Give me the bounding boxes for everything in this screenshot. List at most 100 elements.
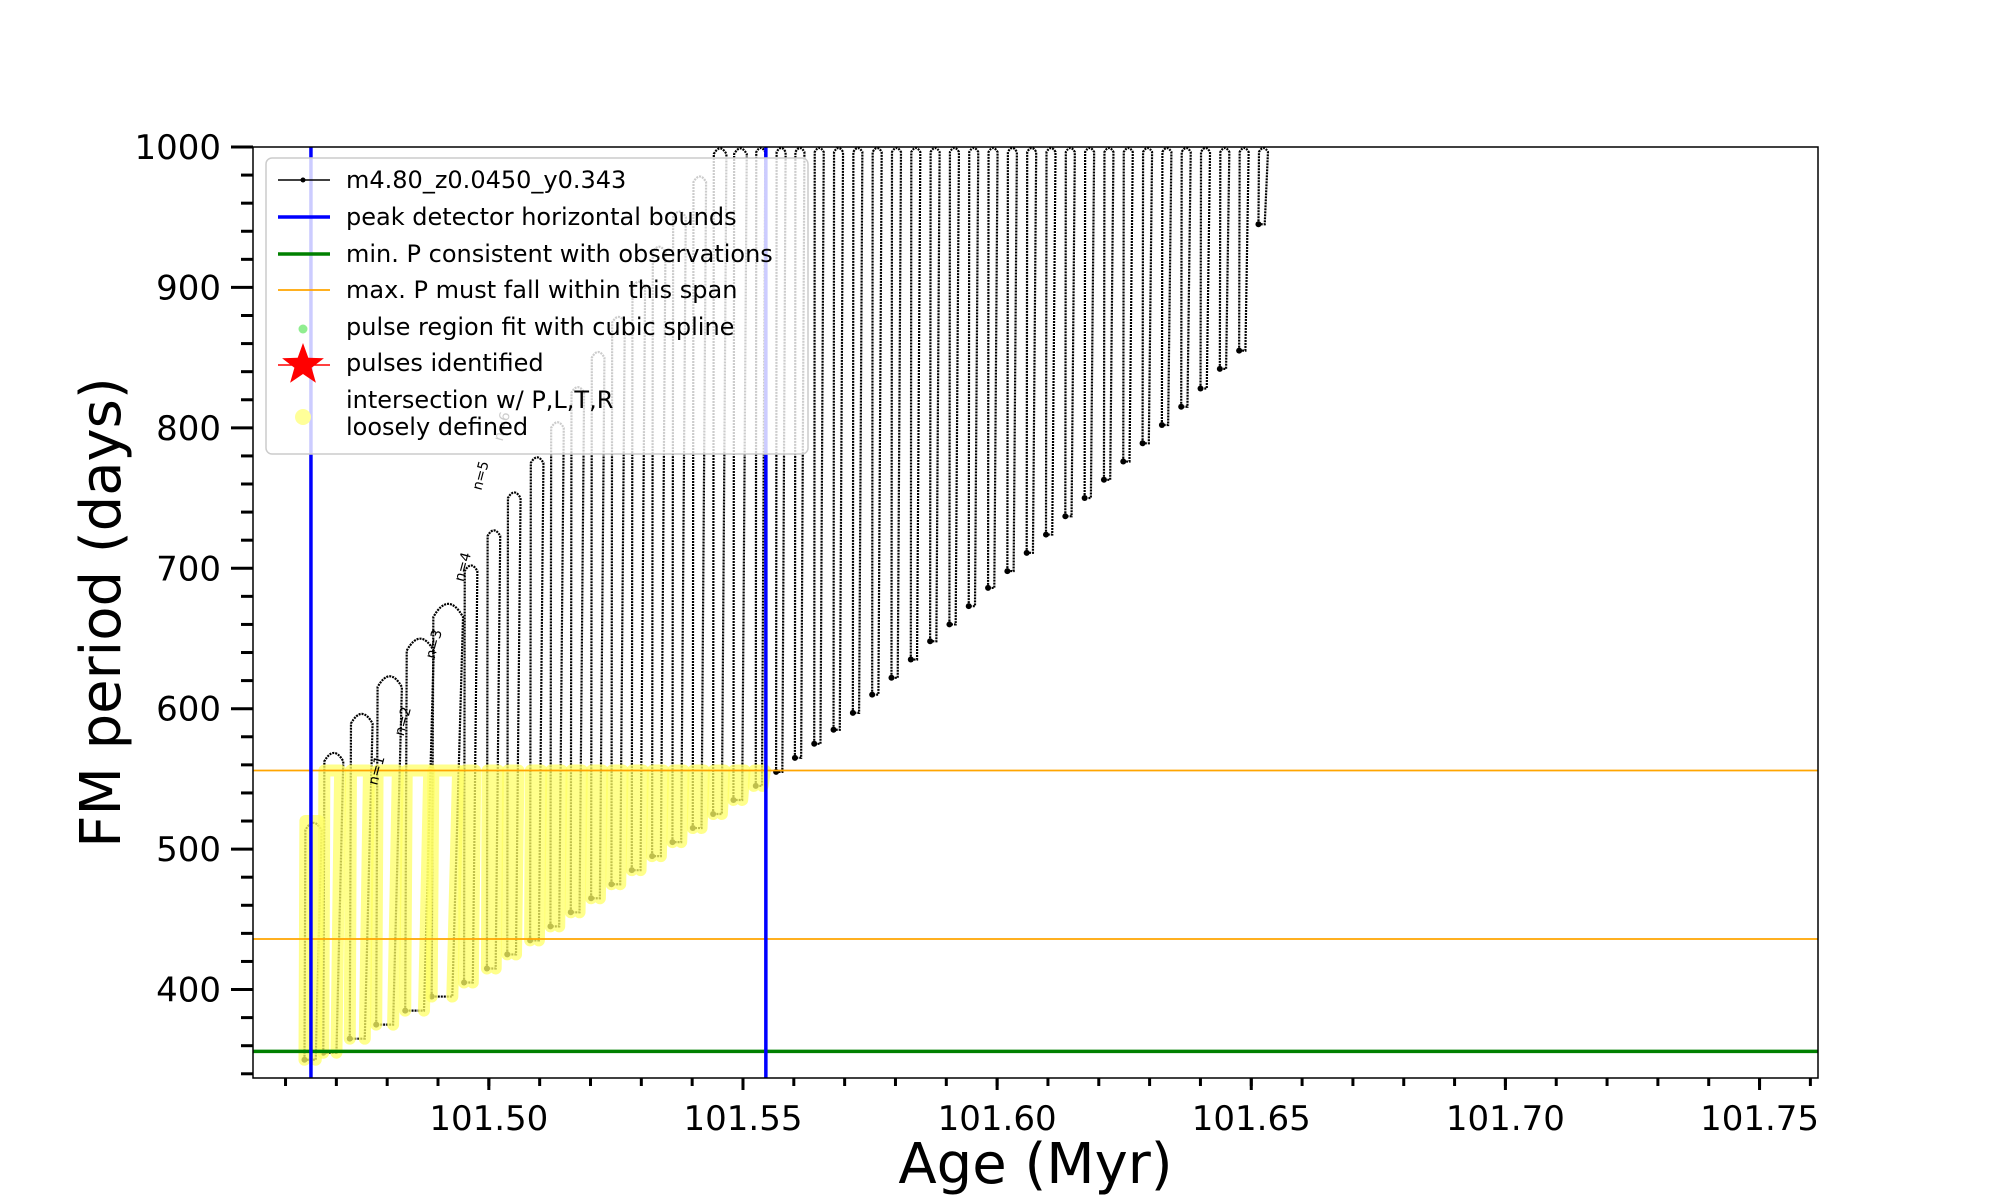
pulse-point [927, 638, 934, 645]
pulse-loop [1257, 147, 1270, 226]
pulse-point [1158, 422, 1165, 429]
pulse-point [791, 754, 798, 761]
pulse-loop [1160, 147, 1173, 427]
legend-entry-label: min. P consistent with observations [346, 240, 773, 268]
pulse-point [946, 621, 953, 628]
legend-swatch-dot [298, 324, 308, 334]
pulse-loop [1006, 147, 1018, 573]
pulse-loop [430, 602, 465, 998]
y-tick-label: 700 [156, 549, 221, 589]
pulse-point [888, 674, 895, 681]
pulse-loop [322, 751, 345, 1054]
pulse-number-label: n=5 [470, 459, 493, 492]
y-axis-label: FM period (days) [69, 377, 134, 847]
pulse-loop [1025, 147, 1038, 554]
highlight-band [343, 764, 375, 1045]
highlight-band [625, 764, 649, 877]
highlight-band [458, 764, 482, 989]
pulse-point [1197, 385, 1204, 392]
pulse-loop [793, 147, 806, 759]
pulse-loop [1044, 147, 1057, 536]
pulse-loop [909, 147, 922, 661]
pulse-point [1100, 476, 1107, 483]
highlight-band [425, 764, 465, 1003]
pulse-loop [462, 564, 479, 984]
pulse-labels: n=1n=2n=3n=4n=5n=6 [365, 410, 514, 787]
pulse-loop [1238, 147, 1250, 352]
pulse-loop [529, 456, 545, 942]
highlight-band [605, 764, 629, 891]
pulse-loop [929, 147, 941, 643]
pulse-point [1178, 403, 1185, 410]
x-tick-label: 101.55 [683, 1099, 802, 1139]
pulse-loop [890, 147, 903, 679]
highlight-band [399, 764, 436, 1017]
pulse-point [1043, 531, 1050, 538]
highlight-band [646, 764, 670, 863]
pulse-loop [1064, 147, 1076, 518]
axes: 101.50 101.55 101.60 101.65 101.70 101.75 400 5… [69, 128, 1819, 1197]
x-tick-label: 101.50 [429, 1099, 548, 1139]
y-tick-label: 400 [156, 971, 221, 1011]
legend-box [265, 157, 809, 455]
pulse-loop [986, 147, 999, 590]
pulse-loop [851, 147, 864, 715]
legend-entry-label: m4.80_z0.0450_y0.343 [346, 166, 626, 194]
pulse-loop [813, 147, 825, 745]
legend-entry-label: peak detector horizontal bounds [346, 203, 737, 231]
highlight-band [524, 764, 548, 947]
pulse-point [1081, 495, 1088, 502]
pulse-point [1023, 549, 1030, 556]
pulse-number-label: n=1 [365, 754, 388, 787]
pulse-loop [1122, 147, 1134, 463]
pulse-point [811, 740, 818, 747]
pulse-loop [1199, 147, 1212, 390]
pulse-point [1236, 347, 1243, 354]
highlight-band [544, 764, 568, 933]
x-tick-label: 101.70 [1446, 1099, 1565, 1139]
pulse-point [1120, 458, 1127, 465]
legend-entry-label: max. P must fall within this span [346, 276, 737, 304]
pulse-loop [1180, 147, 1192, 408]
pulse-point [1216, 365, 1223, 372]
pulse-point [1255, 221, 1262, 228]
pulse-loop [712, 147, 728, 816]
x-tick-label: 101.65 [1192, 1099, 1311, 1139]
pulse-point [1062, 513, 1069, 520]
pulse-number-label: n=3 [423, 628, 446, 661]
highlight-band [585, 764, 609, 905]
x-axis-label: Age (Myr) [898, 1132, 1172, 1197]
highlight-band [707, 764, 731, 821]
legend-entry-label: loosely defined [346, 413, 528, 441]
pulse-point [985, 584, 992, 591]
y-tick-label: 1000 [134, 128, 221, 168]
pulse-loop [348, 712, 374, 1040]
legend-entry-label: intersection w/ P,L,T,R [346, 386, 613, 414]
y-tick-label: 600 [156, 690, 221, 730]
pulse-loop [1218, 147, 1231, 370]
pulse-loop [732, 147, 748, 802]
pulse-loop [506, 491, 522, 956]
pulse-point [965, 603, 972, 610]
pulse-loop [948, 147, 961, 626]
legend-entry-label: pulse region fit with cubic spline [346, 313, 734, 341]
highlight-band [686, 764, 710, 835]
legend-entry-label: pulses identified [346, 349, 544, 377]
legend-swatch-marker [300, 177, 306, 183]
pulse-point [1139, 440, 1146, 447]
pulse-point [1004, 568, 1011, 575]
y-tick-label: 500 [156, 830, 221, 870]
pulse-number-label: n=2 [392, 705, 415, 738]
pulse-point [869, 691, 876, 698]
legend-swatch-dot [295, 409, 311, 425]
pulse-loop [832, 147, 845, 731]
pulse-point [830, 726, 837, 733]
x-tick-label: 101.60 [938, 1099, 1057, 1139]
highlight-band [501, 764, 525, 961]
highlight-band [317, 764, 347, 1059]
pulse-loop [1102, 147, 1115, 481]
pulse-loop [485, 529, 502, 970]
plot-frame [252, 146, 1819, 1079]
